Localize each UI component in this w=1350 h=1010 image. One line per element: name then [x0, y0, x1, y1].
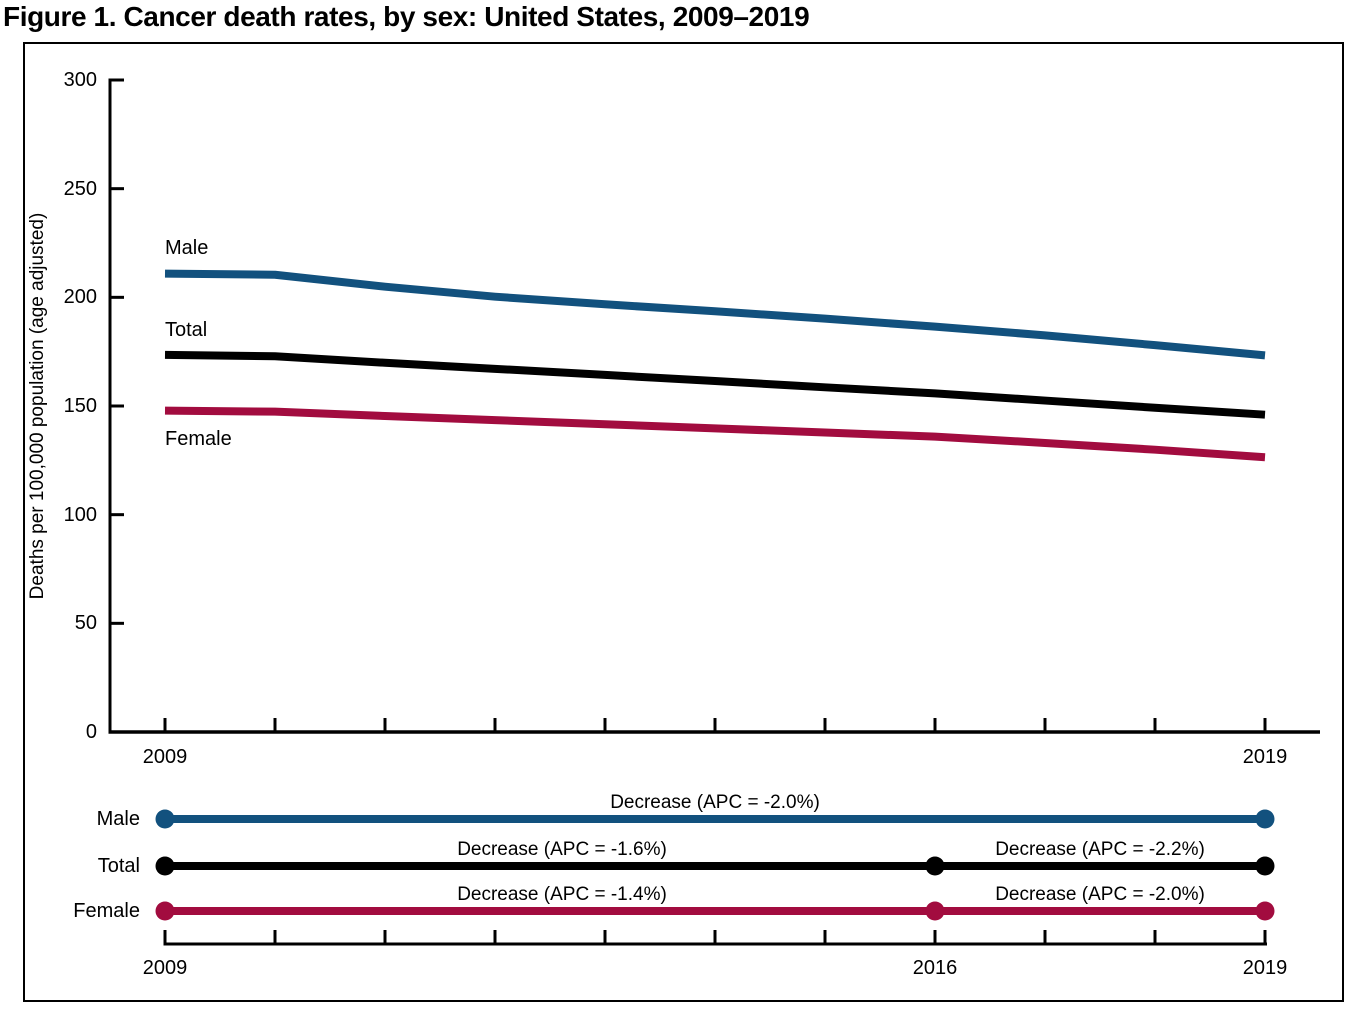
series-label-male: Male	[165, 237, 209, 259]
total-apc-point-2019	[1255, 856, 1275, 876]
total-trend-line	[164, 350, 1266, 419]
total-apc-point-2016	[925, 856, 945, 876]
apc-annotation-total-2009-2016: Decrease (APC = -1.6%)	[457, 839, 667, 860]
y-tick-label-150: 150	[63, 395, 97, 417]
main-x-tick-label-2019: 2019	[1242, 746, 1288, 768]
main-x-tick-label-2009: 2009	[142, 746, 188, 768]
apc-row-label-male: Male	[96, 808, 140, 830]
apc-annotation-female-2009-2016: Decrease (APC = -1.4%)	[457, 884, 667, 905]
apc-annotation-total-2016-2019: Decrease (APC = -2.2%)	[995, 839, 1205, 860]
total-apc-point-2009	[155, 856, 175, 876]
series-label-total: Total	[165, 319, 208, 341]
apc-row-label-total: Total	[97, 855, 140, 877]
apc-x-tick-label-2019: 2019	[1242, 957, 1288, 979]
series-label-female: Female	[165, 428, 232, 450]
apc-row-label-female: Female	[73, 900, 140, 922]
female-apc-point-2009	[155, 901, 175, 921]
y-tick-label-200: 200	[63, 286, 97, 308]
y-tick-label-50: 50	[74, 612, 97, 634]
apc-annotation-female-2016-2019: Decrease (APC = -2.0%)	[995, 884, 1205, 905]
male-trend-line	[164, 269, 1266, 360]
y-tick-label-0: 0	[85, 721, 97, 743]
female-apc-point-2019	[1255, 901, 1275, 921]
y-tick-label-100: 100	[63, 504, 97, 526]
y-tick-label-300: 300	[63, 69, 97, 91]
female-apc-point-2016	[925, 901, 945, 921]
y-tick-label-250: 250	[63, 178, 97, 200]
male-apc-point-2019	[1255, 809, 1275, 829]
figure-frame	[23, 42, 1344, 1002]
apc-x-tick-label-2016: 2016	[912, 957, 958, 979]
apc-x-tick-label-2009: 2009	[142, 957, 188, 979]
female-trend-line	[164, 406, 1266, 462]
figure-title: Figure 1. Cancer death rates, by sex: Un…	[3, 1, 810, 32]
male-apc-point-2009	[155, 809, 175, 829]
apc-annotation-male-2009-2019: Decrease (APC = -2.0%)	[610, 792, 820, 813]
